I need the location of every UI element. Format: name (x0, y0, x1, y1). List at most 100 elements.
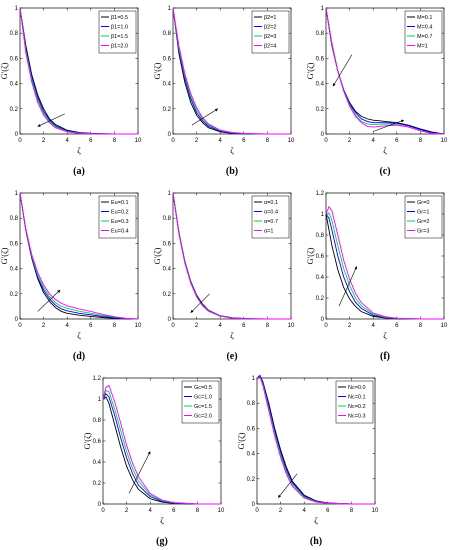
panel-caption: (e) (226, 351, 237, 362)
x-axis-label: ζ (383, 330, 387, 340)
y-axis-label: G'(ζ) (0, 247, 9, 264)
y-tick-label: 0.8 (316, 31, 325, 37)
y-tick-label: 0.6 (10, 56, 19, 62)
series-line-4 (19, 7, 138, 135)
y-tick-label: 0.4 (316, 275, 325, 281)
y-tick-label: 1 (168, 6, 172, 12)
panel-caption: (c) (379, 166, 390, 177)
trend-arrow (190, 293, 210, 313)
x-tick-label: 6 (395, 323, 399, 329)
panel-c: 0 2 4 6 8 1000.20.40.60.81ζG'(ζ)M=0.1M=0.4M=0… (305, 6, 448, 177)
x-tick-label: 0 (101, 508, 105, 514)
y-tick-label: 0 (15, 132, 19, 138)
y-axis-label: G'(ζ) (152, 62, 162, 79)
x-axis-label: ζ (77, 330, 81, 340)
legend-entry: Eu=0.3 (111, 219, 129, 225)
x-tick-label: 0 (18, 323, 22, 329)
y-tick-label: 0.2 (93, 481, 102, 487)
x-tick-label: 2 (42, 323, 46, 329)
series-line-4 (172, 192, 291, 320)
panel-g: 0 2 4 6 8 10 0 0.2 0.4 0.6 0.8 1 1.2 ζ G'(ζ) Gc=0.5 Gc=1… (82, 376, 225, 547)
trend-arrow (37, 113, 65, 127)
x-tick-label: 6 (242, 138, 246, 144)
y-tick-label: 0 (252, 502, 256, 508)
legend-entry: β1=1.0 (111, 25, 128, 31)
x-tick-label: 2 (125, 508, 129, 514)
x-tick-label: 8 (113, 138, 117, 144)
legend-entry: Eu=0.2 (111, 210, 129, 216)
y-tick-label: 0.8 (316, 233, 325, 239)
x-axis-label: ζ (160, 515, 164, 525)
trend-arrow (278, 473, 298, 498)
x-tick-label: 10 (372, 508, 379, 514)
x-tick-label: 4 (303, 508, 307, 514)
panel-caption: (d) (73, 351, 85, 362)
y-tick-label: 0.2 (247, 477, 256, 483)
legend-entry: Gc=1.0 (194, 395, 212, 401)
x-axis-label: ζ (314, 515, 318, 525)
legend: Gc=0.5 Gc=1.0 Gc=1.5 Gc=2.0 (181, 380, 220, 424)
panel-caption: (a) (73, 166, 85, 177)
legend-entry: β1=2.0 (111, 44, 128, 50)
x-tick-label: 10 (288, 138, 295, 144)
panel-caption: (g) (156, 536, 168, 547)
x-tick-label: 8 (419, 138, 423, 144)
y-tick-label: 0.2 (10, 107, 19, 113)
legend-entry: Gc=2.0 (194, 414, 212, 420)
x-tick-label: 8 (419, 323, 423, 329)
legend-entry: M=1 (417, 44, 428, 50)
x-tick-label: 6 (326, 508, 330, 514)
y-tick-label: 0.8 (10, 216, 19, 222)
x-tick-label: 2 (279, 508, 283, 514)
y-tick-label: 0.4 (316, 82, 325, 88)
y-tick-label: 0.2 (163, 107, 172, 113)
legend-entry: Nc=0.2 (348, 404, 366, 410)
y-tick-label: 0.2 (316, 296, 325, 302)
x-axis-label: ζ (77, 145, 81, 155)
panel-caption: (f) (380, 351, 390, 362)
legend-entry: β2=1 (264, 15, 277, 21)
y-tick-label: 0.6 (316, 254, 325, 260)
legend: Eu=0.1 Eu=0.2 Eu=0.3 Eu=0.4 (98, 195, 137, 239)
panel-caption: (b) (226, 166, 238, 177)
y-tick-label: 0.8 (10, 31, 19, 37)
x-axis-label: ζ (383, 145, 387, 155)
legend-entry: Gr=0 (417, 200, 429, 206)
x-tick-label: 4 (219, 138, 223, 144)
y-tick-label: 0.6 (163, 56, 172, 62)
panel-e: 0 2 4 6 8 1000.20.40.60.81ζG'(ζ)α=0.1α=0.4α=0… (152, 191, 295, 362)
legend-entry: Nc=0.1 (348, 395, 366, 401)
y-tick-label: 1.2 (93, 376, 102, 382)
panel-a: 0 2 4 6 8 1000.20.40.60.81ζG'(ζ)β1=0.5β1=1.0β… (0, 6, 142, 177)
trend-arrow (373, 119, 405, 132)
y-tick-label: 0.4 (93, 460, 102, 466)
legend-entry: Gr=2 (417, 219, 429, 225)
trend-arrow (128, 451, 151, 494)
y-tick-label: 1 (252, 376, 256, 382)
x-tick-label: 2 (348, 138, 352, 144)
x-tick-label: 4 (149, 508, 153, 514)
series-line-4 (256, 376, 375, 505)
y-tick-label: 0.6 (10, 241, 19, 247)
legend-entry: Gc=1.5 (194, 404, 212, 410)
y-axis-label: G'(ζ) (305, 62, 315, 79)
legend-entry: Eu=0.1 (111, 200, 129, 206)
y-tick-label: 0.4 (247, 452, 256, 458)
y-tick-label: 0.2 (10, 292, 19, 298)
y-tick-label: 0 (321, 317, 325, 323)
y-tick-label: 0.4 (163, 267, 172, 273)
panel-d: 0 2 4 6 8 1000.20.40.60.81ζG'(ζ)Eu=0.1Eu=0.2E… (0, 191, 142, 362)
x-tick-label: 8 (350, 508, 354, 514)
x-tick-label: 2 (195, 138, 199, 144)
x-tick-label: 6 (89, 138, 93, 144)
legend: Gr=0 Gr=1 Gr=2 Gr=3 (404, 195, 443, 239)
legend-entry: Gc=0.5 (194, 385, 212, 391)
legend-entry: β1=0.5 (111, 15, 128, 21)
series-line-2 (19, 192, 139, 320)
y-tick-label: 0.2 (316, 107, 325, 113)
y-tick-label: 0.6 (163, 241, 172, 247)
y-axis-label: G'(ζ) (82, 432, 92, 449)
x-tick-label: 4 (372, 138, 376, 144)
y-tick-label: 0 (15, 317, 19, 323)
panel-h: 0 2 4 6 8 1000.20.40.60.81ζG'(ζ)Nc=0.0Nc=0.1N… (236, 374, 379, 547)
